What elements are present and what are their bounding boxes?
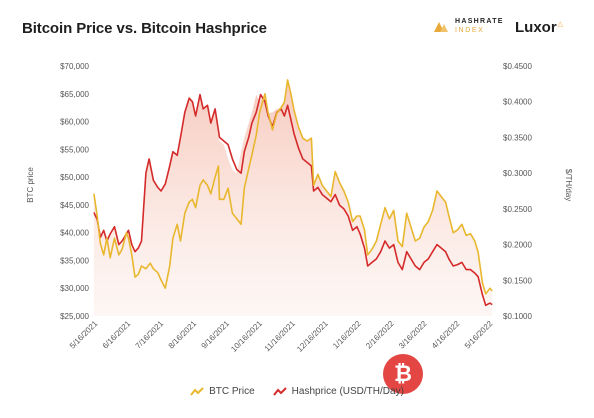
- x-tick-label: 11/16/2021: [263, 319, 298, 354]
- y-tick-label: $45,000: [60, 201, 89, 210]
- x-tick-label: 10/16/2021: [229, 319, 264, 354]
- bitcoin-watermark-icon: ₿: [383, 354, 423, 394]
- bitcoin-watermark-symbol: ₿: [394, 361, 412, 386]
- y-tick-label: $70,000: [60, 62, 89, 71]
- left-axis-ticks: $70,000 $65,000 $60,000 $55,000 $50,000 $45,0…: [60, 62, 89, 321]
- luxor-logo-icon: △: [557, 21, 564, 28]
- x-axis-ticks: 5/16/2021 6/16/2021 7/16/2021 8/16/2021 9/16…: [68, 319, 495, 354]
- x-tick-label: 6/16/2021: [101, 319, 133, 351]
- area-fill-layer: [93, 79, 493, 317]
- y-tick-label: $60,000: [60, 118, 89, 127]
- x-tick-label: 12/16/2021: [295, 319, 330, 354]
- x-tick-label: 5/16/2021: [68, 319, 100, 351]
- series-lines-layer: [93, 79, 493, 307]
- x-tick-label: 1/16/2022: [331, 319, 363, 351]
- hashrate-index-logo-bottom: INDEX: [455, 27, 485, 34]
- x-tick-label: 9/16/2021: [200, 319, 232, 351]
- hashrate-index-logo-icon: [434, 22, 448, 32]
- y2-tick-label: $0.4000: [503, 98, 532, 107]
- x-tick-label: 8/16/2021: [167, 319, 199, 351]
- hashrate-index-logo-top: HASHRATE: [455, 18, 504, 25]
- x-tick-label: 3/16/2022: [397, 319, 429, 351]
- x-tick-label: 7/16/2021: [134, 319, 166, 351]
- area-fill: [93, 79, 493, 317]
- y2-tick-label: $0.1500: [503, 276, 532, 285]
- legend-item-btc-price[interactable]: BTC Price: [190, 386, 255, 397]
- y-tick-label: $25,000: [60, 312, 89, 321]
- legend-swatch-hashprice: [272, 386, 287, 396]
- hashrate-index-logo: HASHRATE INDEX: [432, 17, 504, 35]
- y2-tick-label: $0.3500: [503, 133, 532, 142]
- right-axis-ticks: $0.4500 $0.4000 $0.3500 $0.3000 $0.2500 $0.20…: [503, 62, 532, 321]
- legend-label-hashprice: Hashprice (USD/TH/Day): [291, 386, 404, 397]
- y-tick-label: $30,000: [60, 284, 89, 293]
- y-axis-label: BTC price: [26, 167, 35, 203]
- y2-tick-label: $0.1000: [503, 312, 532, 321]
- y2-tick-label: $0.3000: [503, 169, 532, 178]
- y2-tick-label: $0.2500: [503, 205, 532, 214]
- price-chart: $70,000 $65,000 $60,000 $55,000 $50,000 $45,0…: [26, 62, 573, 354]
- x-tick-label: 5/16/2022: [463, 319, 495, 351]
- luxor-logo: Luxor△: [515, 19, 563, 36]
- luxor-logo-text: Luxor: [515, 19, 557, 36]
- y-tick-label: $55,000: [60, 145, 89, 154]
- legend-swatch-btc-price: [190, 386, 204, 396]
- y-tick-label: $50,000: [60, 173, 89, 182]
- legend-label-btc-price: BTC Price: [209, 386, 255, 397]
- x-tick-label: 2/16/2022: [364, 319, 396, 351]
- y-tick-label: $40,000: [60, 229, 89, 238]
- y2-axis-label: $/TH/day: [564, 169, 573, 201]
- y2-tick-label: $0.2000: [503, 241, 532, 250]
- legend-item-hashprice[interactable]: Hashprice (USD/TH/Day): [272, 386, 404, 397]
- y2-tick-label: $0.4500: [503, 62, 532, 71]
- chart-title: Bitcoin Price vs. Bitcoin Hashprice: [22, 20, 267, 37]
- series-line-btc-price: [93, 79, 493, 295]
- series-line-hashprice: [93, 93, 493, 307]
- y-tick-label: $65,000: [60, 90, 89, 99]
- x-tick-label: 4/16/2022: [430, 319, 462, 351]
- y-tick-label: $35,000: [60, 256, 89, 265]
- chart-legend: BTC Price Hashprice (USD/TH/Day): [0, 386, 594, 397]
